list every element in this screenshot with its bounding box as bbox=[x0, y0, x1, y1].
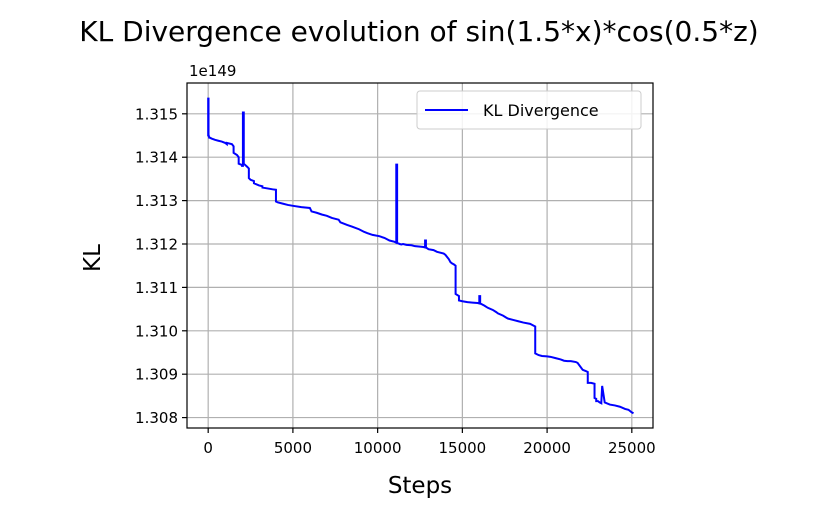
legend: KL Divergence bbox=[416, 90, 642, 130]
x-tick-label: 0 bbox=[203, 439, 213, 457]
gridlines bbox=[187, 83, 653, 428]
y-tick-label: 1.314 bbox=[135, 149, 178, 167]
chart-title: KL Divergence evolution of sin(1.5*x)*co… bbox=[79, 15, 758, 48]
legend-label: KL Divergence bbox=[483, 101, 599, 120]
y-tick-label: 1.315 bbox=[135, 105, 178, 123]
series-line-kl-divergence bbox=[207, 97, 634, 415]
x-tick-label: 5000 bbox=[274, 439, 312, 457]
y-tick-label: 1.309 bbox=[135, 366, 178, 384]
x-tick-label: 25000 bbox=[608, 439, 656, 457]
y-axis: 1.308 1.309 1.310 1.311 1.312 1.313 1.314 1.315 bbox=[135, 105, 187, 427]
y-tick-label: 1.308 bbox=[135, 409, 178, 427]
y-tick-label: 1.313 bbox=[135, 192, 178, 210]
y-tick-label: 1.310 bbox=[135, 322, 178, 340]
x-axis: 0 5000 10000 15000 20000 25000 bbox=[203, 428, 656, 457]
plot-area bbox=[207, 97, 634, 415]
y-axis-label: KL bbox=[80, 244, 106, 272]
y-tick-label: 1.312 bbox=[135, 236, 178, 254]
x-axis-label: Steps bbox=[388, 473, 452, 499]
x-tick-label: 10000 bbox=[354, 439, 402, 457]
x-tick-label: 20000 bbox=[523, 439, 571, 457]
y-offset-text: 1e149 bbox=[189, 62, 236, 80]
plot-frame bbox=[186, 82, 654, 429]
x-tick-label: 15000 bbox=[439, 439, 487, 457]
y-tick-label: 1.311 bbox=[135, 279, 178, 297]
legend-box bbox=[416, 90, 642, 130]
